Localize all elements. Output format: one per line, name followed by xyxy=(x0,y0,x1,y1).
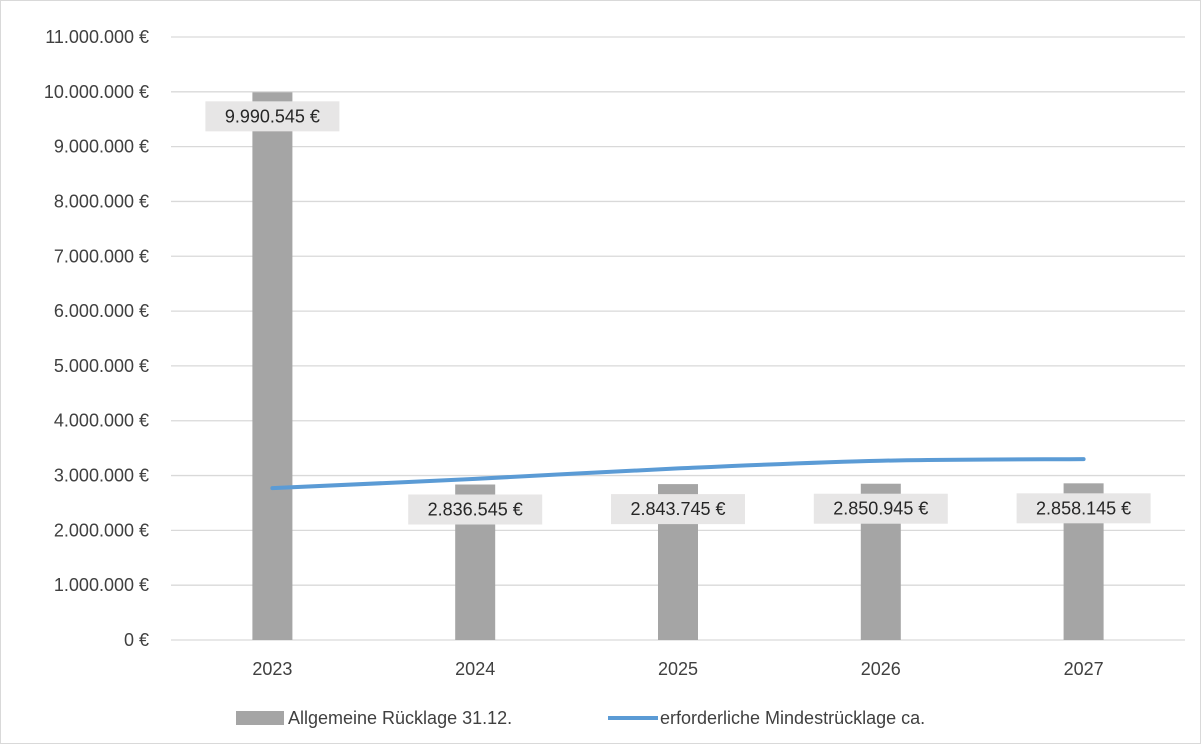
y-tick-label: 4.000.000 € xyxy=(54,411,149,431)
data-label: 2.836.545 € xyxy=(428,500,523,520)
y-tick-label: 1.000.000 € xyxy=(54,575,149,595)
x-tick-label: 2026 xyxy=(861,659,901,679)
data-label-box xyxy=(408,494,543,525)
y-tick-label: 3.000.000 € xyxy=(54,466,149,486)
x-tick-label: 2024 xyxy=(455,659,495,679)
y-tick-label: 8.000.000 € xyxy=(54,191,149,211)
legend: Allgemeine Rücklage 31.12. erforderliche … xyxy=(236,708,925,728)
y-tick-label: 10.000.000 € xyxy=(44,82,149,102)
line-path xyxy=(270,457,1086,491)
data-labels: 9.990.545 € 2.836.545 € 2.843.745 € 2.850.9… xyxy=(205,101,1151,525)
y-axis-tick-labels: 0 € 1.000.000 € 2.000.000 € 3.000.000 € 4.00… xyxy=(44,27,149,650)
y-tick-label: 6.000.000 € xyxy=(54,301,149,321)
data-label-box xyxy=(611,494,745,525)
y-tick-label: 2.000.000 € xyxy=(54,520,149,540)
x-tick-label: 2025 xyxy=(658,659,698,679)
line-series xyxy=(270,457,1086,491)
legend-label: erforderliche Mindestrücklage ca. xyxy=(660,708,925,728)
gridlines xyxy=(171,36,1185,641)
data-label-box xyxy=(205,101,340,132)
data-label-box xyxy=(813,493,948,524)
y-tick-label: 5.000.000 € xyxy=(54,356,149,376)
data-label-box xyxy=(1016,493,1151,524)
y-tick-label: 9.000.000 € xyxy=(54,137,149,157)
x-tick-label: 2023 xyxy=(252,659,292,679)
data-label: 2.850.945 € xyxy=(833,499,928,519)
x-tick-label: 2027 xyxy=(1064,659,1104,679)
legend-bar-swatch xyxy=(236,711,284,725)
data-label: 2.858.145 € xyxy=(1036,498,1131,518)
x-axis-tick-labels: 2023 2024 2025 2026 2027 xyxy=(252,659,1103,679)
bar xyxy=(252,92,293,640)
data-label: 2.843.745 € xyxy=(630,499,725,519)
legend-label: Allgemeine Rücklage 31.12. xyxy=(288,708,512,728)
y-tick-label: 7.000.000 € xyxy=(54,246,149,266)
data-label: 9.990.545 € xyxy=(225,106,320,126)
y-tick-label: 0 € xyxy=(124,630,149,650)
y-tick-label: 11.000.000 € xyxy=(45,27,149,47)
